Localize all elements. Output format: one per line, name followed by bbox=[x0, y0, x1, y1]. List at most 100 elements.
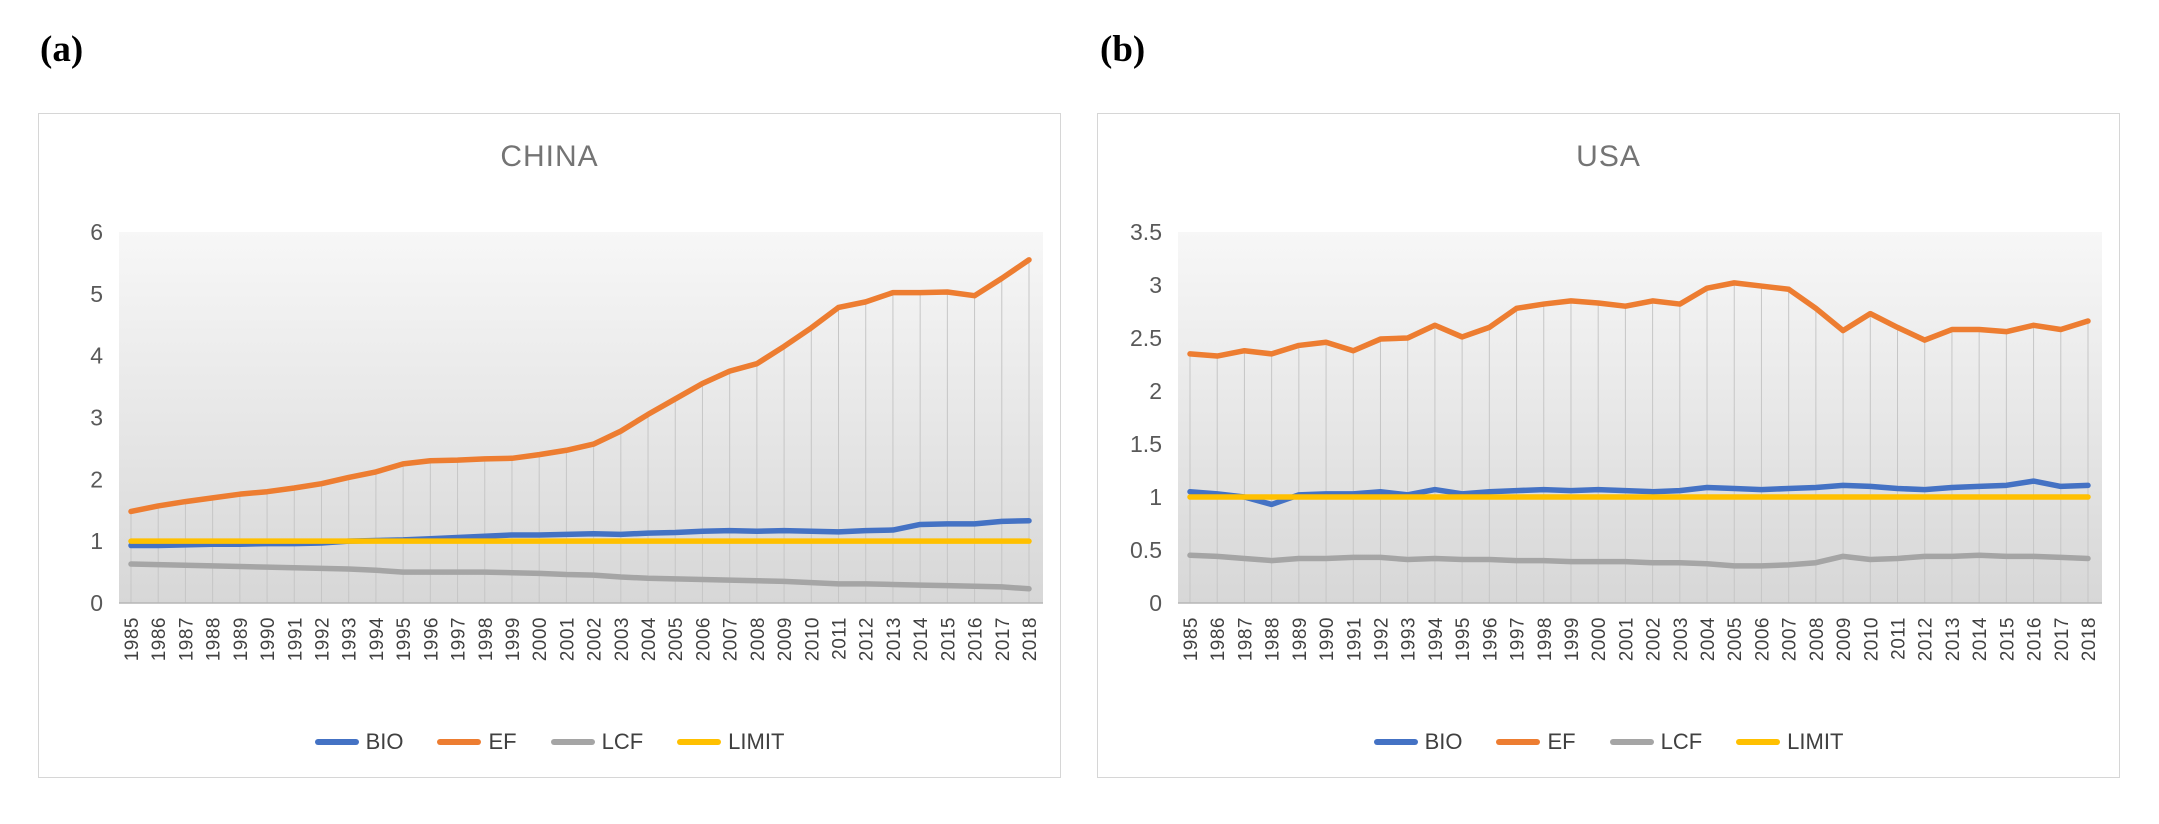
y-tick-label: 3.5 bbox=[1130, 219, 1162, 245]
x-tick-label: 2012 bbox=[1916, 617, 1937, 661]
y-tick-label: 0 bbox=[1149, 590, 1162, 616]
x-axis-tick-labels: 1985 1986 1987 1988 1989 1990 1991 1992 1993 1994… bbox=[1181, 617, 2100, 661]
x-tick-label: 1994 bbox=[367, 617, 388, 661]
x-tick-label: 1992 bbox=[312, 617, 333, 661]
x-tick-label: 2000 bbox=[530, 617, 551, 661]
x-tick-label: 1990 bbox=[258, 617, 279, 661]
china-chart-legend: BIO EF LCF LIMIT bbox=[39, 729, 1060, 755]
x-tick-label: 2012 bbox=[857, 617, 878, 661]
y-tick-label: 5 bbox=[90, 281, 103, 307]
x-tick-label: 2004 bbox=[639, 617, 660, 661]
x-tick-label: 1993 bbox=[340, 617, 361, 661]
x-axis-tick-labels: 1985 1986 1987 1988 1989 1990 1991 1992 1993 1994… bbox=[122, 617, 1041, 661]
x-tick-label: 1999 bbox=[503, 617, 524, 661]
x-tick-label: 2015 bbox=[1997, 617, 2018, 661]
x-tick-label: 1993 bbox=[1399, 617, 1420, 661]
x-tick-label: 1996 bbox=[421, 617, 442, 661]
x-tick-label: 1988 bbox=[204, 617, 225, 661]
legend-label-ef: EF bbox=[488, 729, 517, 754]
x-tick-label: 1996 bbox=[1480, 617, 1501, 661]
y-tick-label: 2 bbox=[1149, 378, 1162, 404]
plot-area bbox=[119, 232, 1043, 603]
panel-label-a: (a) bbox=[40, 29, 84, 70]
legend-swatch-bio bbox=[1373, 739, 1418, 745]
legend-item-ef: EF bbox=[437, 729, 517, 755]
panel-china: 0 1 2 3 4 5 6 1985 1986 1987 1988 1989 1990 1991 1992 1… bbox=[38, 113, 1061, 778]
legend-swatch-limit bbox=[677, 739, 722, 745]
x-tick-label: 2014 bbox=[1970, 617, 1991, 661]
x-tick-label: 2003 bbox=[1671, 617, 1692, 661]
x-tick-label: 2007 bbox=[721, 617, 742, 661]
x-tick-label: 2002 bbox=[1644, 617, 1665, 661]
panel-label-b: (b) bbox=[1100, 29, 1146, 70]
x-tick-label: 1999 bbox=[1562, 617, 1583, 661]
x-tick-label: 2001 bbox=[557, 617, 578, 661]
legend-label-bio: BIO bbox=[1424, 729, 1463, 754]
x-tick-label: 2013 bbox=[884, 617, 905, 661]
x-tick-label: 1987 bbox=[176, 617, 197, 661]
x-tick-label: 2018 bbox=[2079, 617, 2100, 661]
series-line-bio bbox=[1187, 478, 2091, 508]
x-tick-label: 1989 bbox=[231, 617, 252, 661]
x-tick-label: 2016 bbox=[2025, 617, 2046, 661]
x-tick-label: 2009 bbox=[775, 617, 796, 661]
x-tick-label: 1991 bbox=[1344, 617, 1365, 661]
y-tick-label: 4 bbox=[90, 343, 103, 369]
x-tick-label: 2004 bbox=[1698, 617, 1719, 661]
x-tick-label: 2007 bbox=[1780, 617, 1801, 661]
x-tick-label: 2013 bbox=[1943, 617, 1964, 661]
x-tick-label: 1998 bbox=[1535, 617, 1556, 661]
y-tick-label: 3 bbox=[1149, 272, 1162, 298]
x-tick-label: 2011 bbox=[1889, 617, 1910, 660]
legend-swatch-ef bbox=[1496, 739, 1541, 745]
x-tick-label: 1998 bbox=[476, 617, 497, 661]
x-tick-label: 2000 bbox=[1589, 617, 1610, 661]
legend-label-bio: BIO bbox=[365, 729, 404, 754]
y-tick-label: 0 bbox=[90, 590, 103, 616]
x-tick-label: 2017 bbox=[993, 617, 1014, 661]
panel-usa: 0 0.5 1 1.5 2 2.5 3 3.5 1985 1986 1987 1988 1989 1990… bbox=[1097, 113, 2120, 778]
x-tick-label: 1991 bbox=[285, 617, 306, 661]
x-tick-label: 2002 bbox=[585, 617, 606, 661]
x-tick-label: 2015 bbox=[938, 617, 959, 661]
x-tick-label: 2005 bbox=[1725, 617, 1746, 661]
legend-label-limit: LIMIT bbox=[1787, 729, 1844, 754]
y-tick-label: 3 bbox=[90, 405, 103, 431]
x-tick-label: 1997 bbox=[1508, 617, 1529, 661]
legend-item-bio: BIO bbox=[314, 729, 404, 755]
x-tick-label: 1988 bbox=[1263, 617, 1284, 661]
x-tick-label: 2018 bbox=[1020, 617, 1041, 661]
y-axis-tick-labels: 0 1 2 3 4 5 6 bbox=[90, 219, 103, 616]
legend-item-ef: EF bbox=[1496, 729, 1576, 755]
legend-item-lcf: LCF bbox=[1609, 729, 1703, 755]
x-tick-label: 2006 bbox=[693, 617, 714, 661]
usa-chart-title: USA bbox=[1576, 140, 1641, 173]
y-axis-tick-labels: 0 0.5 1 1.5 2 2.5 3 3.5 bbox=[1130, 219, 1162, 616]
series-line-ef bbox=[1187, 280, 2091, 359]
legend-label-ef: EF bbox=[1547, 729, 1576, 754]
x-tick-label: 1992 bbox=[1371, 617, 1392, 661]
x-tick-label: 2008 bbox=[1807, 617, 1828, 661]
usa-chart: 0 0.5 1 1.5 2 2.5 3 3.5 1985 1986 1987 1988 1989 1990… bbox=[1130, 219, 2102, 661]
x-tick-label: 2017 bbox=[2052, 617, 2073, 661]
china-chart-title: CHINA bbox=[500, 140, 599, 173]
legend-item-limit: LIMIT bbox=[677, 729, 784, 755]
legend-swatch-lcf bbox=[1609, 739, 1654, 745]
x-tick-label: 1997 bbox=[449, 617, 470, 661]
legend-swatch-limit bbox=[1736, 739, 1781, 745]
plot-area bbox=[1178, 232, 2102, 603]
x-tick-label: 2010 bbox=[1861, 617, 1882, 661]
x-tick-label: 1985 bbox=[122, 617, 143, 661]
legend-item-bio: BIO bbox=[1373, 729, 1463, 755]
x-tick-label: 1990 bbox=[1317, 617, 1338, 661]
series-line-lcf bbox=[128, 561, 1032, 592]
legend-label-lcf: LCF bbox=[1660, 729, 1703, 754]
drop-lines bbox=[130, 259, 1030, 603]
y-tick-label: 6 bbox=[90, 219, 103, 245]
series-line-lcf bbox=[1187, 552, 2091, 569]
x-tick-label: 2003 bbox=[612, 617, 633, 661]
legend-label-lcf: LCF bbox=[601, 729, 644, 754]
x-tick-label: 1985 bbox=[1181, 617, 1202, 661]
